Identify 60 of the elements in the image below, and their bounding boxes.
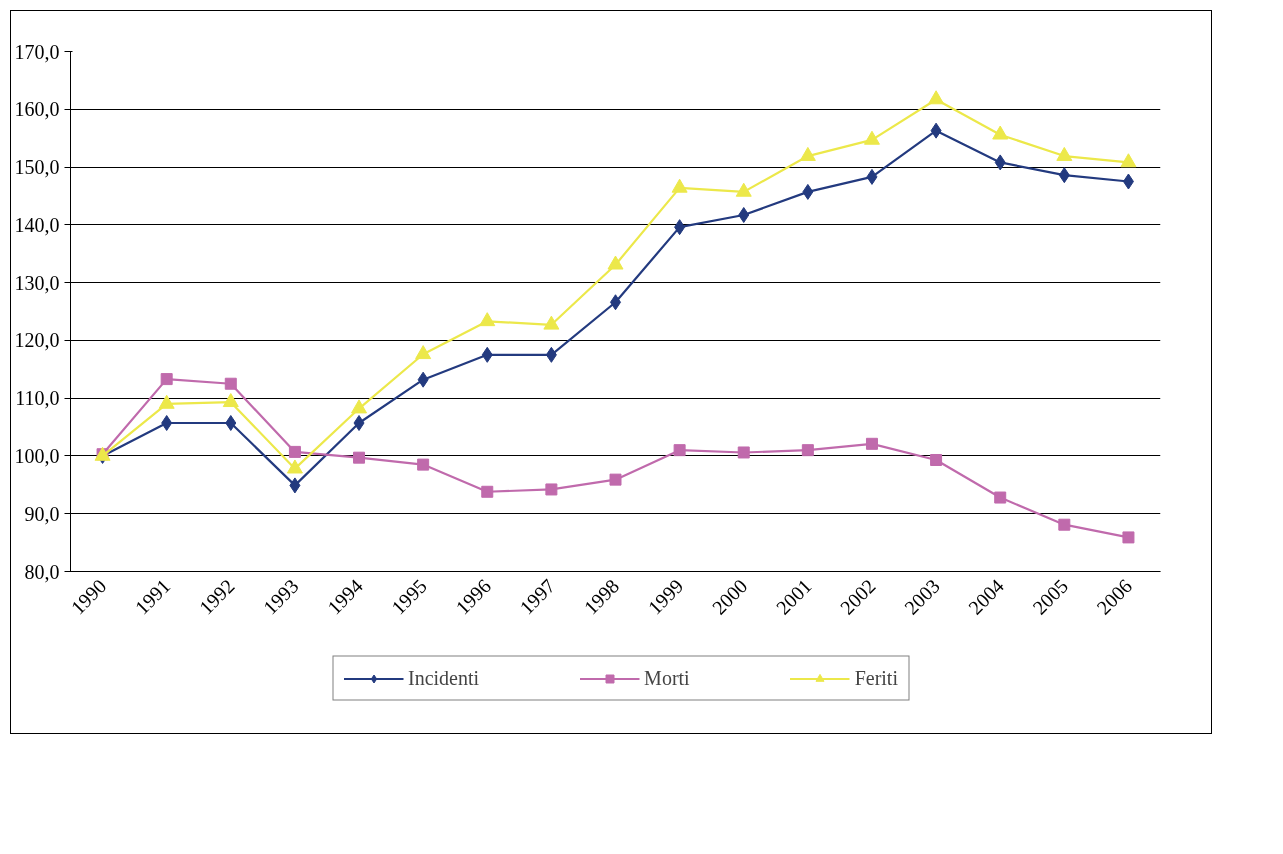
point [673, 444, 686, 457]
point [353, 415, 365, 432]
point [799, 146, 816, 161]
x-tick-label: 2001 [771, 574, 816, 619]
point [930, 122, 942, 139]
point [1058, 167, 1070, 184]
point [160, 373, 173, 386]
point [802, 183, 814, 200]
point [479, 312, 496, 327]
point [866, 168, 878, 185]
point [224, 377, 237, 390]
point [1056, 146, 1073, 161]
point [738, 207, 750, 224]
y-tick-label: 110,0 [15, 387, 60, 410]
legend-label: Incidenti [408, 666, 480, 690]
point [543, 315, 560, 330]
point [735, 182, 752, 197]
legend-label: Feriti [854, 666, 898, 690]
y-tick-label: 170,0 [14, 40, 60, 63]
point [415, 345, 432, 360]
point [289, 477, 301, 494]
point [161, 415, 173, 432]
point [288, 445, 301, 458]
point [222, 393, 239, 408]
point [225, 415, 237, 432]
point [928, 90, 945, 105]
point [417, 371, 429, 388]
point [1122, 531, 1135, 544]
legend-label: Morti [644, 666, 690, 690]
point [607, 255, 624, 270]
point [992, 125, 1009, 140]
point [1120, 153, 1137, 168]
point [545, 483, 558, 496]
point [609, 473, 622, 486]
point [801, 444, 814, 457]
point [481, 485, 494, 498]
point [481, 346, 493, 363]
point [865, 437, 878, 450]
x-tick-label: 1991 [130, 574, 175, 619]
point [417, 458, 430, 471]
point [863, 130, 880, 145]
y-tick-label: 90,0 [24, 502, 60, 525]
point [353, 451, 366, 464]
y-tick-label: 120,0 [14, 329, 60, 352]
point [1058, 518, 1071, 531]
point [930, 453, 943, 466]
y-tick-label: 130,0 [14, 271, 60, 294]
point [994, 154, 1006, 171]
point [545, 346, 557, 363]
point [737, 446, 750, 459]
point [674, 219, 686, 236]
y-tick-label: 150,0 [14, 156, 60, 179]
point [994, 491, 1007, 504]
point [351, 399, 368, 414]
y-tick-label: 160,0 [14, 98, 60, 121]
point [671, 178, 688, 193]
y-tick-label: 80,0 [24, 560, 60, 583]
y-tick-label: 140,0 [14, 213, 60, 236]
point [1122, 173, 1134, 190]
y-tick-label: 100,0 [14, 444, 60, 467]
